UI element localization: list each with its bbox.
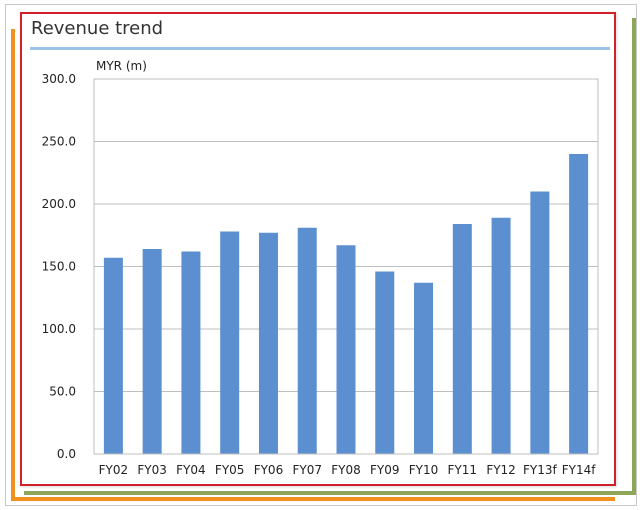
y-tick-label: 300.0 bbox=[42, 72, 76, 86]
title-underline bbox=[30, 47, 610, 50]
background-sheet bbox=[5, 4, 637, 506]
x-tick-label: FY06 bbox=[254, 463, 284, 477]
x-tick-label: FY14f bbox=[562, 463, 597, 477]
y-tick-label: 200.0 bbox=[42, 197, 76, 211]
x-tick-labels: FY02 FY03 FY04 FY05 FY06 FY07 FY08 FY09 FY10 FY11… bbox=[99, 463, 597, 477]
bar-fy08 bbox=[336, 245, 356, 454]
plot-area-border bbox=[93, 78, 599, 455]
x-tick-label: FY02 bbox=[99, 463, 129, 477]
x-tick-label: FY03 bbox=[137, 463, 167, 477]
x-tick-label: FY08 bbox=[331, 463, 361, 477]
bar-fy05 bbox=[220, 231, 240, 454]
y-tick-label: 250.0 bbox=[42, 135, 76, 149]
bar-fy11 bbox=[452, 224, 472, 454]
bars bbox=[103, 154, 589, 454]
y-tick-label: 150.0 bbox=[42, 260, 76, 274]
y-tick-label: 50.0 bbox=[49, 385, 76, 399]
chart-title: Revenue trend bbox=[31, 18, 164, 39]
x-tick-label: FY13f bbox=[523, 463, 558, 477]
bar-fy09 bbox=[375, 271, 395, 454]
bar-fy02 bbox=[103, 257, 123, 454]
y-tick-label: 0.0 bbox=[57, 447, 76, 461]
bar-fy10 bbox=[414, 282, 434, 454]
bar-fy04 bbox=[181, 251, 201, 454]
x-tick-label: FY07 bbox=[292, 463, 322, 477]
bar-fy13f bbox=[530, 191, 550, 454]
bar-fy06 bbox=[258, 232, 278, 454]
y-axis-unit-label: MYR (m) bbox=[96, 59, 147, 73]
x-tick-label: FY11 bbox=[448, 463, 478, 477]
bar-fy14f bbox=[569, 154, 589, 454]
bar-fy07 bbox=[297, 227, 317, 454]
x-tick-label: FY09 bbox=[370, 463, 400, 477]
bar-fy03 bbox=[142, 249, 162, 454]
green-sheet-edge bbox=[24, 18, 636, 495]
x-tick-label: FY12 bbox=[486, 463, 516, 477]
y-tick-labels: 0.0 50.0 100.0 150.0 200.0 250.0 300.0 bbox=[42, 72, 76, 461]
bar-fy12 bbox=[491, 217, 511, 454]
orange-sheet-edge bbox=[11, 29, 615, 501]
y-tick-label: 100.0 bbox=[42, 322, 76, 336]
x-tick-label: FY05 bbox=[215, 463, 245, 477]
x-tick-label: FY04 bbox=[176, 463, 206, 477]
x-tick-label: FY10 bbox=[409, 463, 439, 477]
